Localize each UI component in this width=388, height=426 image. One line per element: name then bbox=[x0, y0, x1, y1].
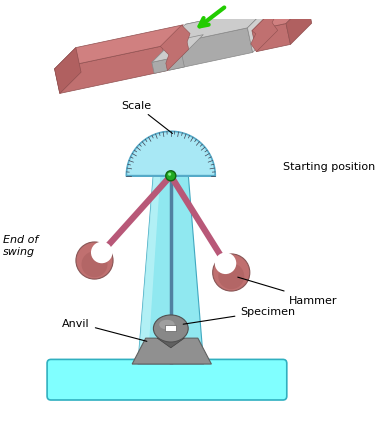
Polygon shape bbox=[160, 26, 190, 72]
Text: Hammer: Hammer bbox=[238, 277, 337, 305]
Polygon shape bbox=[152, 57, 184, 74]
Polygon shape bbox=[164, 29, 253, 71]
Polygon shape bbox=[152, 35, 203, 63]
Polygon shape bbox=[55, 47, 167, 94]
Polygon shape bbox=[55, 26, 184, 70]
Polygon shape bbox=[55, 49, 81, 94]
Circle shape bbox=[91, 242, 113, 264]
Text: Anvil: Anvil bbox=[62, 318, 147, 342]
Polygon shape bbox=[252, 3, 307, 32]
Polygon shape bbox=[252, 24, 291, 52]
Circle shape bbox=[168, 173, 171, 176]
Text: Specimen: Specimen bbox=[183, 306, 296, 325]
FancyBboxPatch shape bbox=[47, 360, 287, 400]
Circle shape bbox=[166, 171, 176, 181]
Circle shape bbox=[215, 253, 236, 274]
Text: Starting position: Starting position bbox=[284, 162, 376, 172]
Polygon shape bbox=[157, 338, 184, 348]
Text: Scale: Scale bbox=[121, 101, 173, 134]
Polygon shape bbox=[286, 3, 312, 45]
Text: End of
swing: End of swing bbox=[3, 235, 38, 256]
Polygon shape bbox=[248, 8, 274, 53]
Polygon shape bbox=[164, 8, 268, 46]
Polygon shape bbox=[251, 11, 278, 52]
Ellipse shape bbox=[153, 315, 188, 342]
Circle shape bbox=[81, 252, 107, 278]
Polygon shape bbox=[138, 174, 204, 364]
Circle shape bbox=[213, 254, 250, 291]
Polygon shape bbox=[138, 174, 160, 364]
Polygon shape bbox=[132, 338, 211, 364]
Polygon shape bbox=[126, 132, 215, 176]
Polygon shape bbox=[185, 8, 274, 50]
Ellipse shape bbox=[159, 320, 175, 330]
Circle shape bbox=[76, 242, 113, 279]
Polygon shape bbox=[165, 325, 176, 331]
Circle shape bbox=[218, 264, 244, 290]
